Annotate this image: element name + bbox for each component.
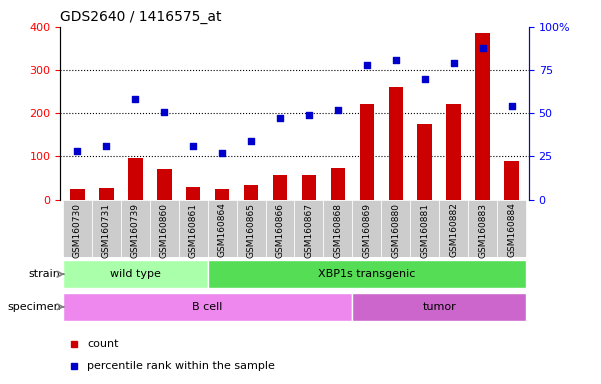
Bar [121, 200, 150, 257]
Bar [266, 200, 294, 257]
Point [130, 96, 140, 103]
Bar [381, 200, 410, 257]
Text: GSM160880: GSM160880 [391, 203, 400, 258]
Point [246, 138, 256, 144]
Text: GSM160869: GSM160869 [362, 203, 371, 258]
Point [362, 62, 371, 68]
Text: GSM160739: GSM160739 [131, 203, 140, 258]
Text: B cell: B cell [192, 302, 223, 312]
Bar [468, 200, 497, 257]
Point [304, 112, 314, 118]
Point [420, 76, 430, 82]
Bar [186, 187, 201, 200]
Text: GSM160883: GSM160883 [478, 203, 487, 258]
Point [478, 45, 487, 51]
Point [333, 107, 343, 113]
Bar [504, 161, 519, 200]
Bar [237, 200, 266, 257]
Bar [302, 175, 316, 200]
Bar [475, 33, 490, 200]
Text: count: count [87, 339, 119, 349]
Point [102, 143, 111, 149]
Text: GSM160731: GSM160731 [102, 203, 111, 258]
Text: wild type: wild type [110, 269, 161, 279]
Point [73, 148, 82, 154]
Bar [418, 124, 432, 200]
Bar [150, 200, 178, 257]
Bar [439, 200, 468, 257]
Text: GSM160865: GSM160865 [246, 203, 255, 258]
Text: specimen: specimen [7, 302, 61, 312]
Bar [157, 169, 171, 200]
Bar [63, 260, 208, 288]
Text: GSM160866: GSM160866 [275, 203, 284, 258]
Bar [128, 158, 142, 200]
Text: GSM160864: GSM160864 [218, 203, 227, 257]
Text: XBP1s transgenic: XBP1s transgenic [318, 269, 415, 279]
Bar [208, 260, 526, 288]
Bar [92, 200, 121, 257]
Text: strain: strain [29, 269, 61, 279]
Bar [294, 200, 323, 257]
Bar [323, 200, 352, 257]
Text: percentile rank within the sample: percentile rank within the sample [87, 361, 275, 371]
Point [159, 109, 169, 115]
Text: GSM160881: GSM160881 [420, 203, 429, 258]
Bar [215, 189, 230, 200]
Text: GSM160882: GSM160882 [449, 203, 458, 257]
Text: GSM160860: GSM160860 [160, 203, 169, 258]
Bar [447, 104, 461, 200]
Point [218, 150, 227, 156]
Bar [99, 188, 114, 200]
Bar [352, 200, 381, 257]
Bar [352, 293, 526, 321]
Bar [244, 185, 258, 200]
Text: GSM160867: GSM160867 [305, 203, 314, 258]
Point [275, 115, 285, 121]
Text: GSM160730: GSM160730 [73, 203, 82, 258]
Text: GSM160884: GSM160884 [507, 203, 516, 257]
Bar [63, 200, 92, 257]
Point [391, 56, 401, 63]
Text: tumor: tumor [423, 302, 456, 312]
Bar [208, 200, 237, 257]
Bar [273, 175, 287, 200]
Bar [359, 104, 374, 200]
Bar [388, 88, 403, 200]
Text: GSM160868: GSM160868 [334, 203, 343, 258]
Bar [178, 200, 208, 257]
Bar [410, 200, 439, 257]
Point [188, 143, 198, 149]
Text: GSM160861: GSM160861 [189, 203, 198, 258]
Text: GDS2640 / 1416575_at: GDS2640 / 1416575_at [60, 10, 222, 25]
Point [449, 60, 459, 66]
Bar [497, 200, 526, 257]
Point [507, 103, 516, 109]
Bar [63, 293, 352, 321]
Bar [331, 168, 345, 200]
Bar [70, 189, 85, 200]
